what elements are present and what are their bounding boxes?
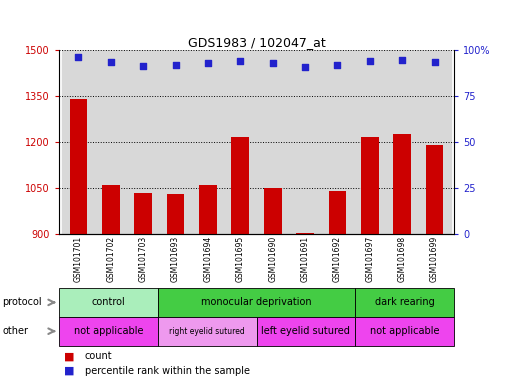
Point xyxy=(107,59,115,65)
Point xyxy=(301,63,309,70)
Text: percentile rank within the sample: percentile rank within the sample xyxy=(85,366,250,376)
Text: not applicable: not applicable xyxy=(74,326,143,336)
Bar xyxy=(224,50,256,234)
Text: monocular deprivation: monocular deprivation xyxy=(201,297,312,308)
Bar xyxy=(256,50,289,234)
Bar xyxy=(231,137,249,234)
Text: not applicable: not applicable xyxy=(370,326,439,336)
Point xyxy=(366,58,374,64)
Bar xyxy=(59,317,158,346)
Point xyxy=(171,61,180,68)
Bar xyxy=(59,288,158,317)
Point xyxy=(430,59,439,65)
Bar xyxy=(127,50,160,234)
Text: other: other xyxy=(3,326,29,336)
Text: count: count xyxy=(85,351,112,361)
Text: ■: ■ xyxy=(64,351,74,361)
Text: protocol: protocol xyxy=(3,297,42,308)
Bar xyxy=(264,188,282,234)
Bar xyxy=(158,317,256,346)
Bar xyxy=(296,233,314,234)
Bar xyxy=(361,137,379,234)
Bar xyxy=(328,191,346,234)
Bar xyxy=(353,50,386,234)
Text: dark rearing: dark rearing xyxy=(375,297,435,308)
Bar xyxy=(158,288,355,317)
Text: right eyelid sutured: right eyelid sutured xyxy=(169,327,245,336)
Bar xyxy=(102,185,120,234)
Point xyxy=(269,60,277,66)
Bar xyxy=(62,50,94,234)
Bar xyxy=(199,185,217,234)
Bar xyxy=(134,193,152,234)
Point xyxy=(398,57,406,63)
Bar xyxy=(355,317,454,346)
Bar xyxy=(94,50,127,234)
Point xyxy=(333,61,342,68)
Bar xyxy=(419,50,451,234)
Bar xyxy=(70,99,87,234)
Text: ■: ■ xyxy=(64,366,74,376)
Bar xyxy=(426,145,443,234)
Text: control: control xyxy=(91,297,125,308)
Bar xyxy=(386,50,419,234)
Point xyxy=(74,54,83,60)
Bar xyxy=(160,50,192,234)
Bar xyxy=(167,194,185,234)
Bar xyxy=(393,134,411,234)
Point xyxy=(236,58,244,64)
Bar xyxy=(192,50,224,234)
Bar xyxy=(256,317,355,346)
Title: GDS1983 / 102047_at: GDS1983 / 102047_at xyxy=(188,36,325,49)
Text: left eyelid sutured: left eyelid sutured xyxy=(262,326,350,336)
Bar xyxy=(289,50,321,234)
Point xyxy=(204,60,212,66)
Point xyxy=(139,63,147,69)
Bar xyxy=(355,288,454,317)
Bar xyxy=(321,50,353,234)
